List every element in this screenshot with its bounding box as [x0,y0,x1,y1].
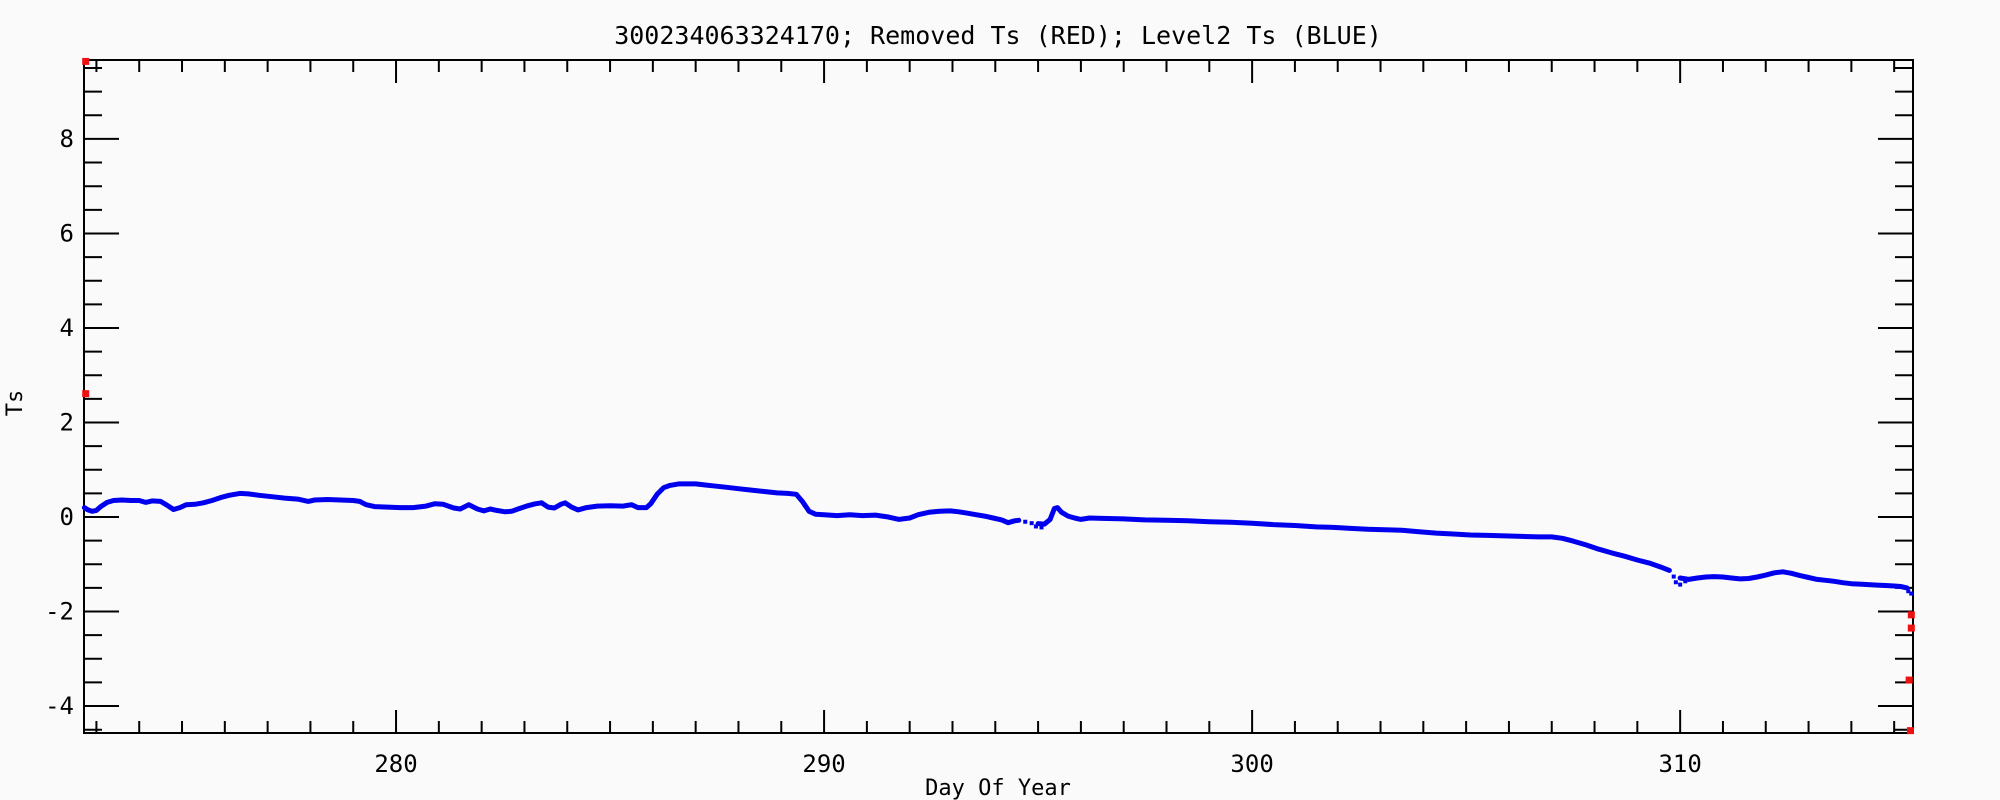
level2-ts-dot [1029,521,1034,526]
level2-ts-dot [1678,582,1683,587]
chart-title: 300234063324170; Removed Ts (RED); Level… [614,21,1382,50]
level2-ts-dot [1023,519,1028,524]
removed-ts-point [1907,624,1915,632]
level2-ts-dot [1683,579,1688,584]
x-tick-label: 310 [1658,750,1701,778]
y-tick-label: 8 [60,125,74,153]
level2-ts-curve [1677,569,1910,591]
level2-ts-dot [802,503,807,508]
y-axis-title: Ts [3,390,28,417]
removed-ts-point [82,390,90,398]
level2-ts-dot [1039,525,1044,530]
level2-ts-curve [81,481,1022,526]
removed-ts-point [82,57,90,65]
y-tick-label: 4 [60,314,74,342]
x-tick-label: 300 [1230,750,1273,778]
level2-ts-dot [1906,589,1911,594]
x-axis-title: Day Of Year [925,776,1071,800]
plot-box [83,59,1914,734]
x-tick-label: 280 [374,750,417,778]
y-tick-label: 2 [60,408,74,436]
level2-ts-dot [1909,591,1914,596]
level2-ts-curve [1035,505,1672,573]
axes-layer: 280 290 300 310 -4 -2 0 2 4 6 8 [45,59,1914,778]
removed-ts-point [1907,611,1915,619]
level2-ts-dot [1673,580,1678,585]
y-tick-label: 6 [60,219,74,247]
removed-ts-point [1906,727,1914,735]
removed-ts-point [1905,676,1913,684]
series-layer [81,57,1915,735]
level2-ts-dot [1033,524,1038,529]
x-tick-label: 290 [802,750,845,778]
y-tick-label: -2 [45,598,74,626]
level2-ts-dot [1671,574,1676,579]
y-tick-label: 0 [60,503,74,531]
y-tick-label: -4 [45,692,74,720]
